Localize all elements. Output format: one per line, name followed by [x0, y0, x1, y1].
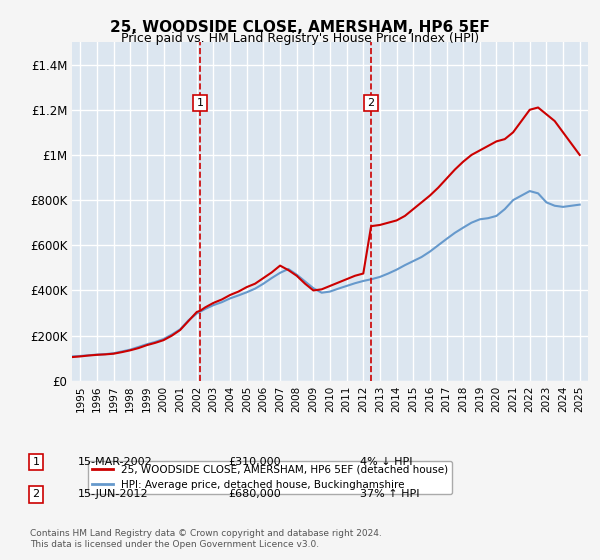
- Text: £310,000: £310,000: [228, 457, 281, 467]
- Text: 4% ↓ HPI: 4% ↓ HPI: [360, 457, 413, 467]
- Text: 15-JUN-2012: 15-JUN-2012: [78, 489, 149, 500]
- Text: 2: 2: [32, 489, 40, 500]
- Text: 2: 2: [367, 98, 374, 108]
- Text: 1: 1: [32, 457, 40, 467]
- Legend: 25, WOODSIDE CLOSE, AMERSHAM, HP6 5EF (detached house), HPI: Average price, deta: 25, WOODSIDE CLOSE, AMERSHAM, HP6 5EF (d…: [88, 460, 452, 494]
- Text: 15-MAR-2002: 15-MAR-2002: [78, 457, 153, 467]
- Text: 1: 1: [197, 98, 203, 108]
- Text: 25, WOODSIDE CLOSE, AMERSHAM, HP6 5EF: 25, WOODSIDE CLOSE, AMERSHAM, HP6 5EF: [110, 20, 490, 35]
- Text: 37% ↑ HPI: 37% ↑ HPI: [360, 489, 419, 500]
- Text: Contains HM Land Registry data © Crown copyright and database right 2024.
This d: Contains HM Land Registry data © Crown c…: [30, 529, 382, 549]
- Text: Price paid vs. HM Land Registry's House Price Index (HPI): Price paid vs. HM Land Registry's House …: [121, 32, 479, 45]
- Text: £680,000: £680,000: [228, 489, 281, 500]
